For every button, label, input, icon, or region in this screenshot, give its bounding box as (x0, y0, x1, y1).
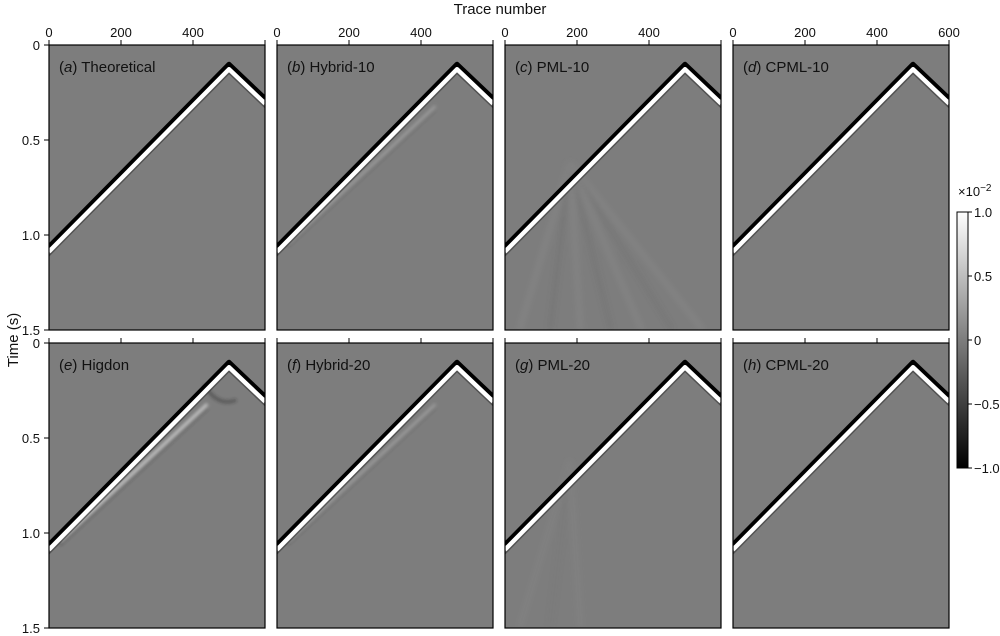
panel-label: (e) Higdon (59, 357, 129, 374)
panel-e: (e) Higdon (44, 338, 266, 629)
y-tick-label: 0 (33, 336, 40, 351)
x-tick-label: 400 (410, 25, 432, 40)
x-tick-label: 400 (638, 25, 660, 40)
y-tick-label: 1.5 (22, 323, 40, 338)
y-tick-label: 0.5 (22, 431, 40, 446)
y-tick-label: 1.5 (22, 621, 40, 636)
y-tick-label: 1.0 (22, 526, 40, 541)
panel-frame (48, 44, 266, 331)
panel-background (277, 343, 493, 628)
wavefront (49, 61, 265, 257)
colorbar-tick-label: 0 (974, 333, 981, 348)
x-tick-label: 400 (182, 25, 204, 40)
wavefront (277, 61, 493, 257)
panel-background (49, 45, 265, 330)
colorbar-tick-label: −1.0 (974, 461, 1000, 476)
colorbar-tick-label: 1.0 (974, 205, 992, 220)
panel-g: (g) PML-20 (504, 338, 722, 629)
panels: (a) Theoretical (b) Hybrid-10 (c) PML-10 (d… (44, 40, 950, 629)
panel-label: (c) PML-10 (515, 59, 589, 76)
x-tick-label: 200 (794, 25, 816, 40)
panel-d: (d) CPML-10 (732, 40, 950, 331)
wavefront (505, 61, 721, 257)
panel-frame (504, 342, 722, 629)
x-tick-label: 0 (45, 25, 52, 40)
colorbar-tick-label: 0.5 (974, 269, 992, 284)
panel-background (505, 45, 721, 330)
wavefront (733, 61, 949, 257)
x-tick-label: 0 (501, 25, 508, 40)
wavefront (733, 359, 949, 555)
panel-background (277, 45, 493, 330)
panel-f: (f) Hybrid-20 (276, 338, 494, 629)
x-tick-label: 0 (729, 25, 736, 40)
panel-frame (48, 342, 266, 629)
panel-frame (276, 342, 494, 629)
panel-label: (g) PML-20 (515, 357, 590, 374)
x-tick-label: 600 (938, 25, 960, 40)
colorbar-ticks: 1.0 0.5 0 −0.5 −1.0 (968, 205, 1000, 476)
panel-frame (732, 342, 950, 629)
panel-label: (f) Hybrid-20 (287, 357, 370, 374)
x-tick-label: 200 (338, 25, 360, 40)
x-axis-title: Trace number (454, 1, 547, 18)
x-tick-label: 0 (273, 25, 280, 40)
panel-a: (a) Theoretical (44, 40, 266, 331)
y-tick-label: 1.0 (22, 228, 40, 243)
panel-b: (b) Hybrid-10 (276, 40, 494, 331)
x-axis-ticks: 0 200 400 0 200 400 0 200 400 0 200 400 600 (45, 25, 959, 40)
panel-background (733, 45, 949, 330)
panel-label: (b) Hybrid-10 (287, 59, 375, 76)
panel-frame (732, 44, 950, 331)
colorbar-multiplier: ×10−2 (958, 183, 992, 199)
colorbar-gradient (956, 211, 969, 469)
wavefront (505, 359, 721, 555)
panel-background (733, 343, 949, 628)
y-axis-title: Time (s) (5, 313, 22, 367)
panel-background (49, 343, 265, 628)
y-tick-label: 0 (33, 38, 40, 53)
panel-label: (a) Theoretical (59, 59, 155, 76)
wavefront (277, 359, 493, 555)
x-tick-label: 200 (110, 25, 132, 40)
colorbar: ×10−2 1.0 0.5 0 −0.5 −1.0 (956, 183, 1000, 476)
y-tick-label: 0.5 (22, 133, 40, 148)
x-tick-label: 400 (866, 25, 888, 40)
y-axis-ticks: 00.51.01.500.51.01.5 (22, 38, 40, 636)
panel-background (505, 343, 721, 628)
panel-frame (504, 44, 722, 331)
panel-frame (276, 44, 494, 331)
panel-c: (c) PML-10 (504, 40, 722, 331)
panel-label: (d) CPML-10 (743, 59, 829, 76)
panel-label: (h) CPML-20 (743, 357, 829, 374)
panel-h: (h) CPML-20 (732, 338, 950, 629)
x-tick-label: 200 (566, 25, 588, 40)
colorbar-tick-label: −0.5 (974, 397, 1000, 412)
wavefront (49, 359, 265, 555)
